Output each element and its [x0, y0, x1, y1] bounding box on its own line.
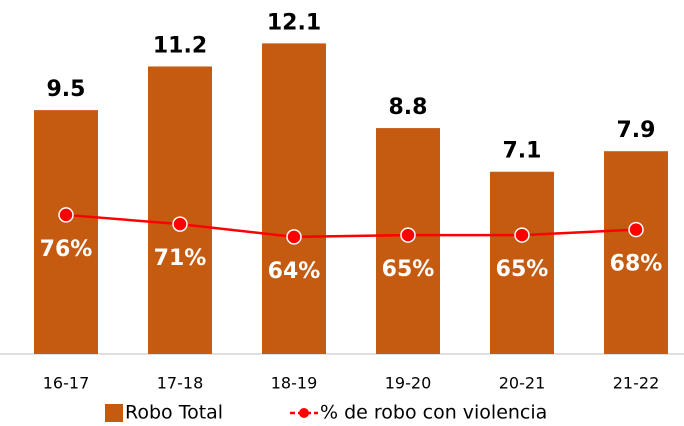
line-marker [172, 216, 188, 232]
line-value-label: 65% [382, 257, 435, 282]
bar-value-label: 7.9 [617, 118, 656, 143]
bar-value-label: 8.8 [389, 95, 428, 120]
line-marker [514, 227, 530, 243]
bar-value-label: 7.1 [503, 139, 542, 164]
line-marker [58, 207, 74, 223]
line-marker [400, 227, 416, 243]
legend-marker [299, 408, 309, 418]
line-value-label: 64% [268, 259, 321, 284]
bar [262, 43, 326, 354]
x-tick-label: 16-17 [43, 374, 90, 393]
line-marker [628, 221, 644, 238]
bar [148, 66, 212, 355]
x-tick-label: 20-21 [499, 374, 546, 393]
bar [604, 151, 668, 354]
legend-label: % de robo con violencia [320, 402, 547, 424]
line-value-label: 68% [610, 252, 663, 277]
x-tick-label: 18-19 [271, 374, 318, 393]
x-tick-label: 17-18 [157, 374, 204, 393]
line-value-label: 76% [40, 237, 93, 262]
bar-value-label: 9.5 [47, 77, 86, 102]
bar-value-label: 11.2 [153, 33, 207, 58]
line-value-label: 65% [496, 257, 549, 282]
line-value-label: 71% [154, 246, 207, 271]
legend-label: Robo Total [125, 402, 223, 424]
line [65, 213, 637, 239]
bar [34, 110, 98, 354]
legend-swatch [105, 404, 123, 422]
bar [490, 171, 554, 354]
bar-value-label: 12.1 [267, 10, 321, 35]
line-marker [286, 229, 302, 245]
x-tick-label: 19-20 [385, 374, 432, 393]
x-tick-label: 21-22 [613, 374, 660, 393]
